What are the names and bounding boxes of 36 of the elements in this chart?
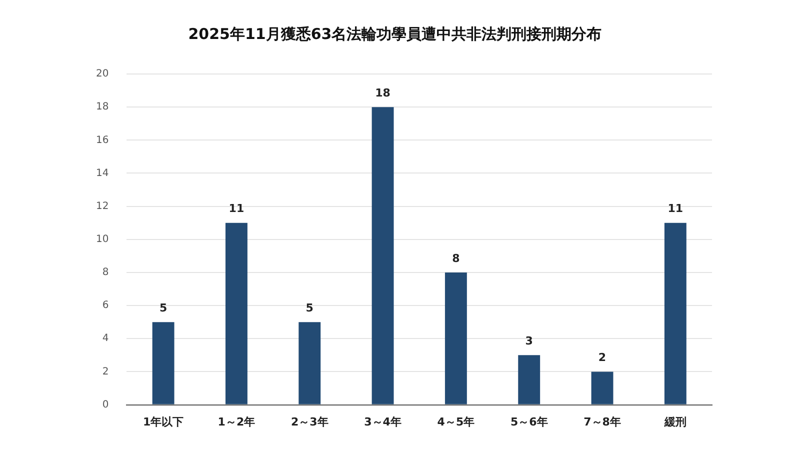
x-tick-label: 7～8年: [584, 415, 621, 428]
y-tick-label: 10: [96, 234, 109, 245]
x-tick-label: 3～4年: [364, 415, 402, 428]
data-label: 8: [452, 252, 460, 265]
chart-title: 2025年11月獲悉63名法輪功學員遭中共非法判刑接刑期分布: [188, 24, 602, 43]
y-tick-label: 12: [96, 200, 109, 212]
bar: [225, 222, 248, 404]
x-tick-label: 緩刑: [663, 415, 686, 428]
data-label: 3: [525, 334, 533, 348]
bar: [518, 355, 540, 404]
data-label: 5: [159, 301, 168, 314]
y-tick-label: 16: [96, 134, 109, 146]
bar: [372, 107, 394, 404]
data-label: 5: [306, 301, 314, 314]
data-label: 11: [228, 202, 244, 216]
y-tick-label: 4: [102, 333, 109, 344]
y-tick-label: 14: [96, 168, 109, 179]
x-tick-label: 2～3年: [290, 415, 328, 428]
y-tick-label: 6: [102, 300, 109, 312]
y-tick-label: 2: [102, 366, 109, 378]
data-label: 11: [668, 202, 684, 216]
x-tick-label: 5～6年: [510, 415, 548, 428]
bar: [298, 322, 321, 404]
data-label: 2: [598, 351, 606, 364]
bar: [591, 372, 614, 404]
x-tick-label: 4～5年: [437, 415, 475, 428]
y-tick-label: 20: [96, 68, 109, 80]
x-tick-label: 1～2年: [218, 415, 256, 428]
data-label: 18: [375, 86, 390, 100]
y-tick-label: 8: [102, 267, 109, 278]
bar: [664, 222, 686, 404]
bar: [152, 322, 174, 404]
bar: [444, 272, 467, 404]
y-tick-label: 0: [102, 399, 109, 410]
x-tick-label: 1年以下: [142, 415, 184, 428]
y-tick-label: 18: [96, 102, 109, 113]
